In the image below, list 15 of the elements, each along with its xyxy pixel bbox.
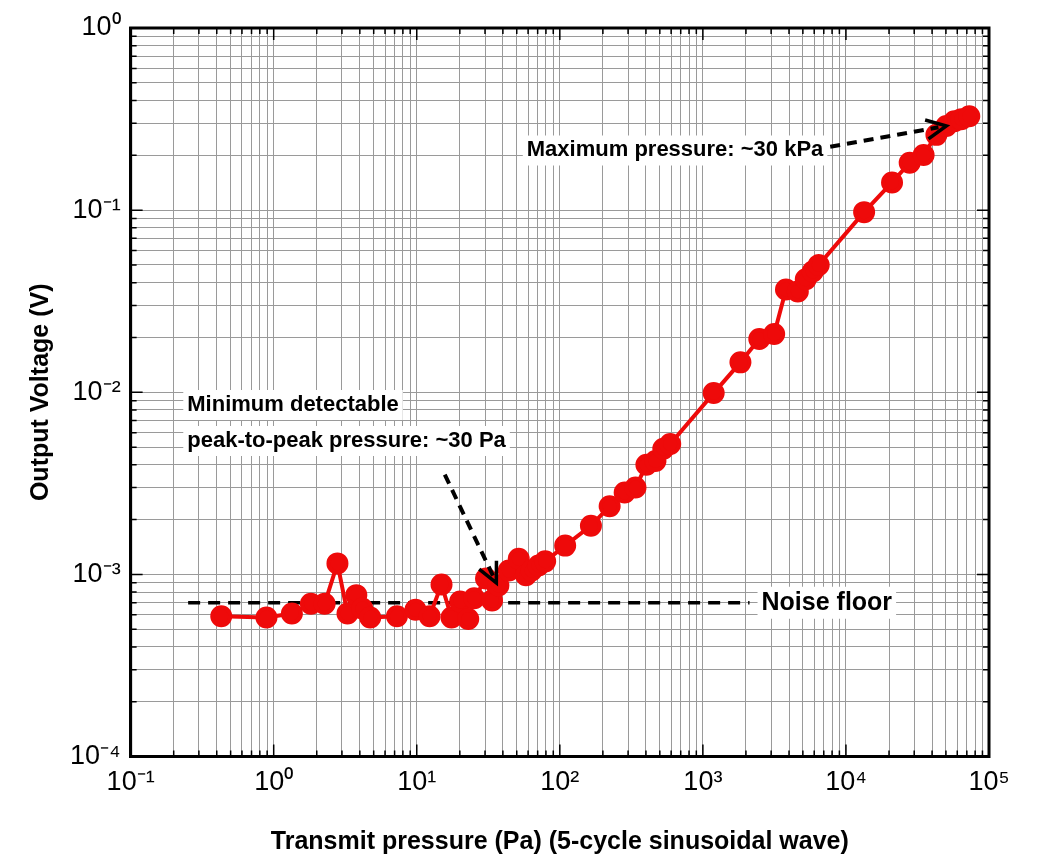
y-tick-label: 10⁻² [72,375,121,406]
y-tick-label: 10⁰ [81,11,121,42]
x-tick-label: 10⁵ [968,766,1010,797]
ref-line-label: Noise floor [761,586,893,615]
x-tick-label: 10² [540,766,580,797]
y-tick-label: 10⁻¹ [72,193,121,224]
x-tick-label: 10⁰ [254,766,294,797]
x-tick-label: 10³ [683,766,723,797]
x-axis-title: Transmit pressure (Pa) (5-cycle sinusoidal wave) [270,825,849,854]
x-tick-label: 10⁴ [825,766,867,797]
annotation: Maximum pressure: ~30 kPa [526,136,825,162]
x-tick-label: 10¹ [397,766,437,797]
annotation: Minimum detectable peak-to-peak pressure: ~30 Pa [187,391,507,453]
y-axis-title: Output Voltage (V) [24,283,53,502]
y-tick-label: 10⁻³ [72,557,121,588]
